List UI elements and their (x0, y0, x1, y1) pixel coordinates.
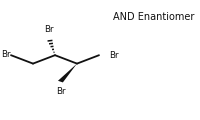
Text: Br: Br (44, 25, 54, 34)
Text: Br: Br (56, 87, 65, 96)
Text: Br: Br (1, 50, 10, 59)
Text: AND Enantiomer: AND Enantiomer (113, 12, 194, 22)
Polygon shape (58, 64, 77, 82)
Text: Br: Br (109, 51, 119, 60)
